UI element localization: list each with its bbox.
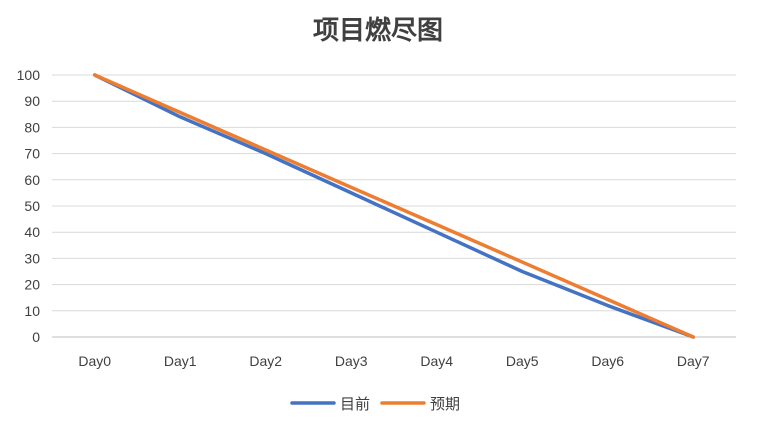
series-line-1 [93,73,695,339]
x-axis-ticks: Day0 Day1 Day2 Day3 Day4 Day5 Day6 Day7 [78,353,709,369]
y-tick-label: 80 [24,119,40,135]
x-tick-label: Day1 [164,353,197,369]
y-tick-label: 30 [24,250,40,266]
x-tick-label: Day3 [335,353,368,369]
y-tick-label: 0 [32,329,40,345]
legend-label-0: 目前 [340,395,370,413]
x-tick-label: Day4 [420,353,453,369]
y-tick-label: 90 [24,93,40,109]
x-tick-label: Day7 [677,353,710,369]
x-tick-label: Day6 [591,353,624,369]
x-tick-label: Day2 [249,353,282,369]
y-tick-label: 40 [24,224,40,240]
y-tick-label: 50 [24,198,40,214]
y-tick-label: 70 [24,146,40,162]
x-tick-label: Day0 [78,353,111,369]
chart-title: 项目燃尽图 [313,16,443,46]
x-tick-label: Day5 [506,353,539,369]
y-axis-ticks: 0 10 20 30 40 50 60 70 80 90 100 [17,67,41,345]
legend-label-1: 预期 [430,395,460,413]
series-lines [93,73,695,339]
series-line-0 [93,73,695,339]
y-tick-label: 60 [24,172,40,188]
legend: 目前 预期 [290,395,460,413]
y-tick-label: 10 [24,303,40,319]
y-tick-label: 100 [17,67,41,83]
y-tick-label: 20 [24,277,40,293]
